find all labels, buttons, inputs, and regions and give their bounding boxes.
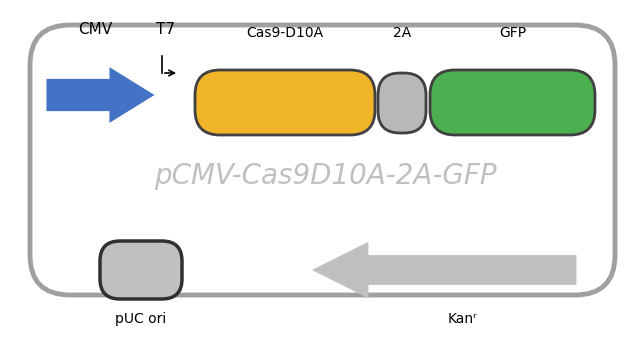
Text: pCMV-Cas9D10A-2A-GFP: pCMV-Cas9D10A-2A-GFP — [154, 162, 496, 190]
FancyArrow shape — [47, 69, 152, 121]
Text: Cas9-D10A: Cas9-D10A — [246, 26, 324, 40]
Text: GFP: GFP — [499, 26, 526, 40]
Text: pUC ori: pUC ori — [115, 312, 166, 326]
Text: Kanʳ: Kanʳ — [447, 312, 477, 326]
Text: 2A: 2A — [393, 26, 411, 40]
Text: CMV: CMV — [78, 21, 112, 37]
Text: T7: T7 — [156, 21, 175, 37]
FancyBboxPatch shape — [195, 70, 375, 135]
FancyBboxPatch shape — [100, 241, 182, 299]
FancyArrow shape — [315, 244, 575, 296]
FancyBboxPatch shape — [430, 70, 595, 135]
FancyBboxPatch shape — [378, 73, 426, 133]
